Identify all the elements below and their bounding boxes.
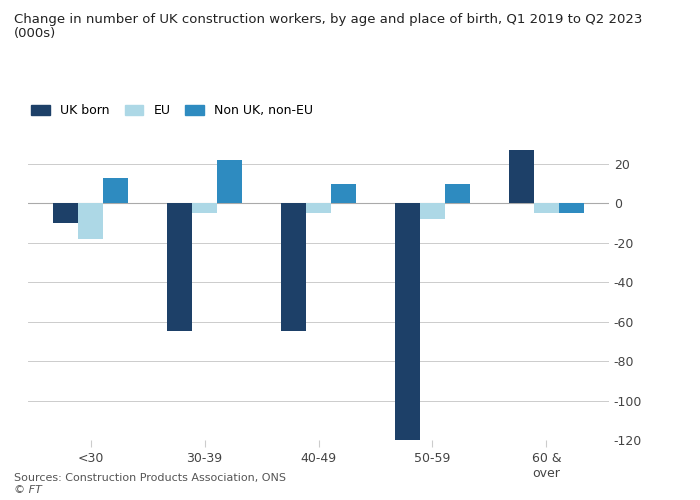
Text: © FT: © FT bbox=[14, 485, 42, 495]
Bar bbox=[395, 204, 420, 440]
Bar bbox=[281, 204, 306, 332]
Bar bbox=[509, 150, 534, 204]
Bar bbox=[217, 160, 242, 204]
Text: Change in number of UK construction workers, by age and place of birth, Q1 2019 : Change in number of UK construction work… bbox=[14, 12, 643, 26]
Bar bbox=[103, 178, 128, 204]
Bar bbox=[331, 184, 356, 204]
Legend: UK born, EU, Non UK, non-EU: UK born, EU, Non UK, non-EU bbox=[32, 104, 313, 117]
Bar bbox=[445, 184, 470, 204]
Text: Sources: Construction Products Association, ONS: Sources: Construction Products Associati… bbox=[14, 472, 286, 482]
Bar bbox=[53, 204, 78, 223]
Bar bbox=[167, 204, 192, 332]
Bar bbox=[534, 204, 559, 213]
Bar bbox=[78, 204, 103, 239]
Bar bbox=[420, 204, 445, 219]
Text: (000s): (000s) bbox=[14, 28, 56, 40]
Bar bbox=[192, 204, 217, 213]
Bar bbox=[559, 204, 584, 213]
Bar bbox=[306, 204, 331, 213]
